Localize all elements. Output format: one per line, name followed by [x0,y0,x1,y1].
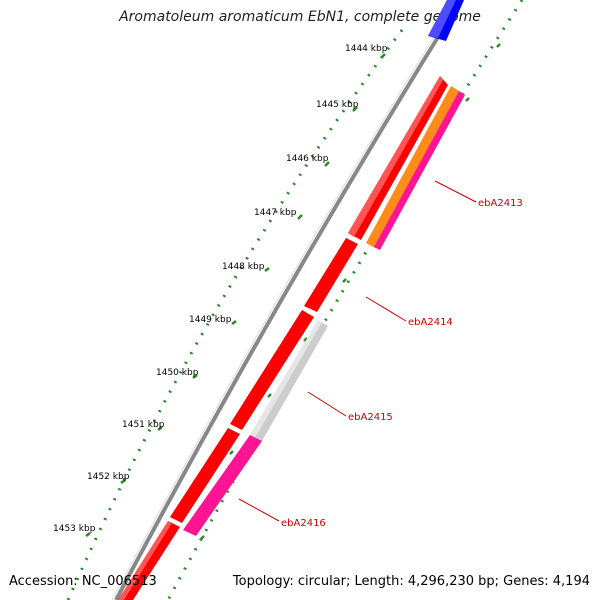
tick-label: 1453 kbp [53,524,96,534]
gene-label: ebA2413 [478,198,523,209]
accession-text: Accession: NC_006513 [9,574,157,589]
orange-cds [366,86,459,248]
gene-label: ebA2416 [281,518,326,529]
genome-summary-text: Topology: circular; Length: 4,296,230 bp… [232,574,590,589]
inner-tick-marks [200,43,501,540]
tick-label: 1449 kbp [189,315,232,325]
tick-label: 1444 kbp [345,44,388,54]
gene-label: ebA2415 [348,412,393,423]
tick-label: 1448 kbp [222,262,265,272]
tick-label: 1445 kbp [316,100,359,110]
tick-label: 1446 kbp [286,154,329,164]
genome-backbone [114,0,463,600]
tick-label: 1452 kbp [87,472,130,482]
gene-label: ebA2414 [408,317,453,328]
cds-arrow [304,238,358,312]
outer-scale-ring [66,29,404,600]
label-leaders [238,180,477,522]
cds-arrow [230,310,314,430]
cds-arrow [170,428,240,523]
forward-cds-track [118,76,448,600]
tick-label: 1450 kbp [156,368,199,378]
outer-tick-marks [85,53,386,537]
magenta-cds-ebA2413 [374,91,465,250]
tick-label: 1451 kbp [122,420,165,430]
map-title: Aromatoleum aromaticum EbN1, complete ge… [119,9,481,25]
reverse-cds-track [183,86,465,536]
inner-scale-ring [166,0,524,600]
tick-label: 1447 kbp [254,208,297,218]
magenta-cds-ebA2416 [183,435,262,536]
